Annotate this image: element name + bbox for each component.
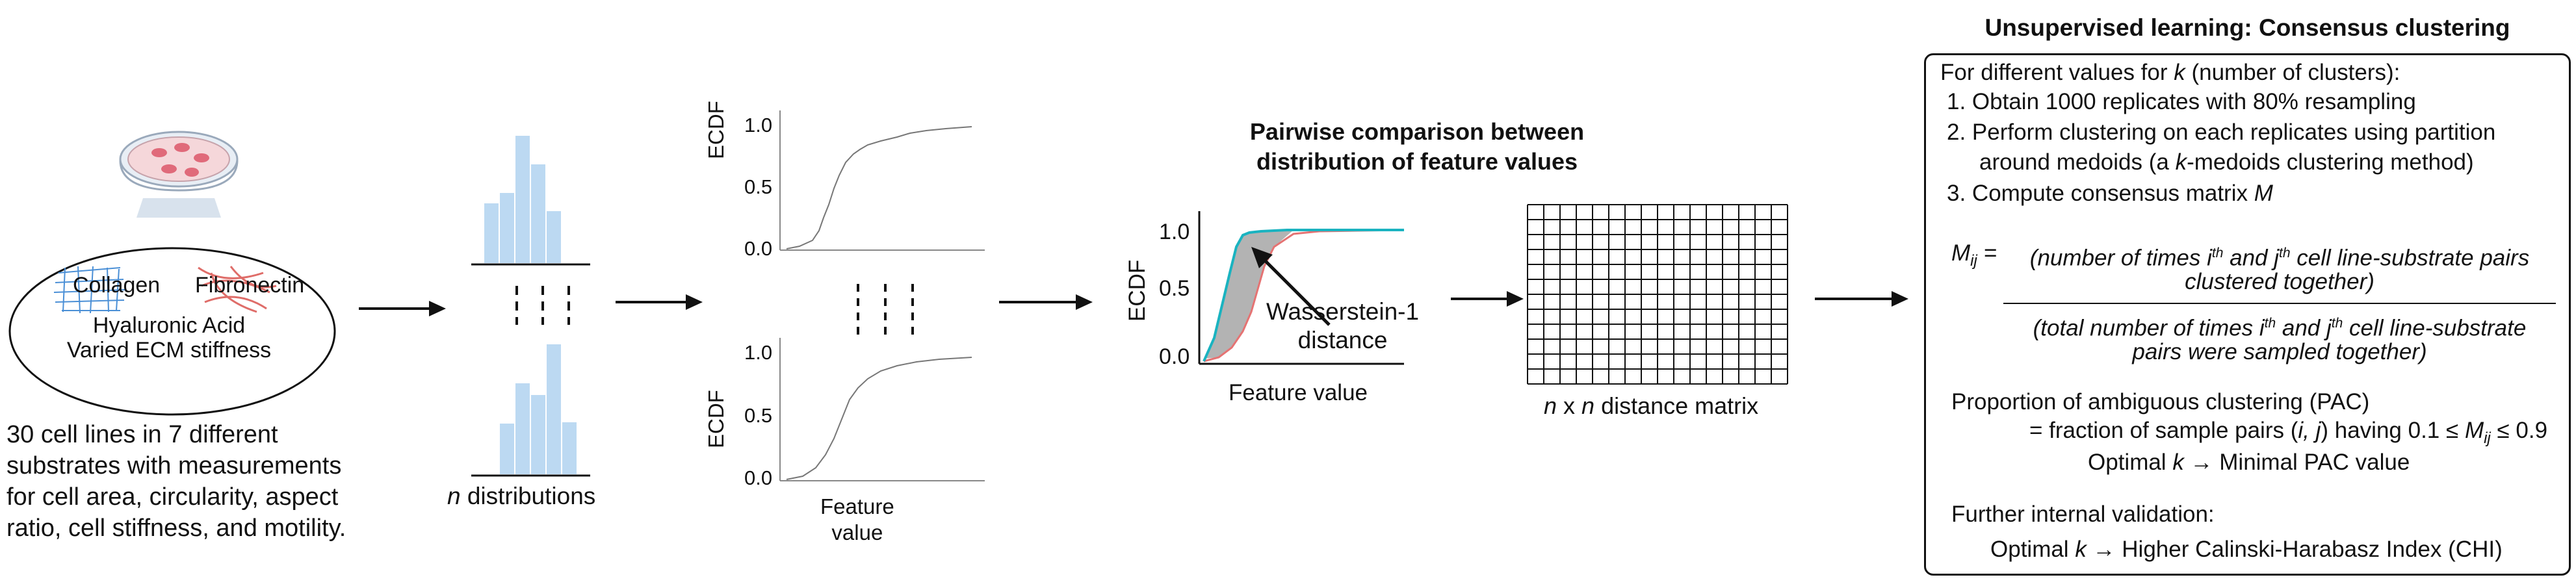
- ecdf-bottom-chart: [779, 338, 985, 481]
- stage1-description: 30 cell lines in 7 different substrates …: [7, 419, 346, 544]
- collagen-mesh-icon: [53, 266, 126, 314]
- tick-label: 0.5: [744, 404, 773, 427]
- ecdf-top-chart: [779, 110, 985, 251]
- consensus-fraction-lhs: Mij =: [1951, 240, 1997, 270]
- collagen-label: Collagen: [73, 273, 161, 298]
- tick-label: 0.0: [744, 237, 773, 260]
- optimal-k-pac: Optimal k → Minimal PAC value: [2088, 450, 2410, 475]
- fibronectin-fibers-icon: [198, 266, 277, 313]
- desc-line: substrates with measurements: [7, 452, 342, 479]
- desc-line: ratio, cell stiffness, and motility.: [7, 515, 346, 542]
- flow-arrow-icon: [359, 301, 446, 316]
- tick-label: 0.0: [1159, 344, 1190, 369]
- validation-title: Further internal validation:: [1951, 502, 2215, 527]
- tick-label: 0.5: [744, 175, 773, 198]
- intro-line: For different values for k (number of cl…: [1940, 60, 2400, 85]
- pairwise-ecdf-chart: [1198, 211, 1405, 365]
- tick-label: 1.0: [744, 114, 773, 136]
- ecdf-xlabel: Feature value: [820, 494, 894, 544]
- petri-dish-icon: [119, 131, 239, 218]
- wasserstein-annotation: Wasserstein-1 distance: [1266, 298, 1420, 353]
- histogram-bottom: [471, 344, 590, 477]
- step-1: 1. Obtain 1000 replicates with 80% resam…: [1947, 89, 2416, 114]
- fraction-numerator-1: (number of times ith and jth cell line-s…: [2029, 245, 2530, 271]
- flow-arrow-icon: [999, 294, 1093, 310]
- pac-title: Proportion of ambiguous clustering (PAC): [1951, 389, 2370, 414]
- fraction-denominator-2: pairs were sampled together): [2132, 339, 2427, 364]
- ecdf-top-ylabel: ECDF: [704, 101, 728, 159]
- pairwise-xlabel: Feature value: [1229, 380, 1368, 405]
- ellipsis-dashes-icon: [857, 284, 914, 336]
- step-2-cont: around medoids (a k-medoids clustering m…: [1979, 149, 2474, 175]
- pac-definition: = fraction of sample pairs (i, j) having…: [2029, 418, 2548, 447]
- fraction-denominator-1: (total number of times ith and jth cell …: [2033, 315, 2527, 341]
- step-2: 2. Perform clustering on each replicates…: [1947, 120, 2496, 145]
- flow-arrow-icon: [616, 294, 703, 310]
- ellipsis-dashes-icon: [515, 286, 570, 325]
- tick-label: 1.0: [744, 341, 773, 364]
- flow-arrow-icon: [1451, 291, 1524, 307]
- clustering-box: [1924, 53, 2571, 576]
- hyaluronic-label: Hyaluronic Acid: [92, 313, 246, 338]
- n-distributions-label: n distributions: [447, 483, 596, 509]
- desc-line: for cell area, circularity, aspect: [7, 483, 339, 511]
- fraction-bar: [2003, 303, 2556, 304]
- flow-arrow-icon: [1815, 291, 1908, 307]
- distance-matrix-label: n x n distance matrix: [1544, 392, 1759, 419]
- fraction-numerator-2: clustered together): [2185, 269, 2374, 294]
- fibronectin-label: Fibronectin: [195, 273, 305, 298]
- tick-label: 0.0: [744, 466, 773, 489]
- tick-label: 0.5: [1159, 276, 1190, 301]
- desc-line: 30 cell lines in 7 different: [7, 421, 278, 448]
- stiffness-label: Varied ECM stiffness: [66, 338, 272, 363]
- step-3: 3. Compute consensus matrix M: [1947, 181, 2273, 206]
- pairwise-ylabel: ECDF: [1125, 259, 1150, 322]
- pairwise-title: Pairwise comparison between distribution…: [1249, 118, 1585, 175]
- ecdf-bottom-ylabel: ECDF: [704, 390, 728, 448]
- distance-matrix-grid: [1527, 204, 1788, 385]
- tick-label: 1.0: [1159, 220, 1190, 244]
- clustering-title: Unsupervised learning: Consensus cluster…: [1984, 14, 2510, 41]
- optimal-k-chi: Optimal k → Higher Calinski-Harabasz Ind…: [1990, 537, 2503, 562]
- histogram-top: [471, 136, 590, 266]
- ecm-ellipse: [8, 247, 336, 416]
